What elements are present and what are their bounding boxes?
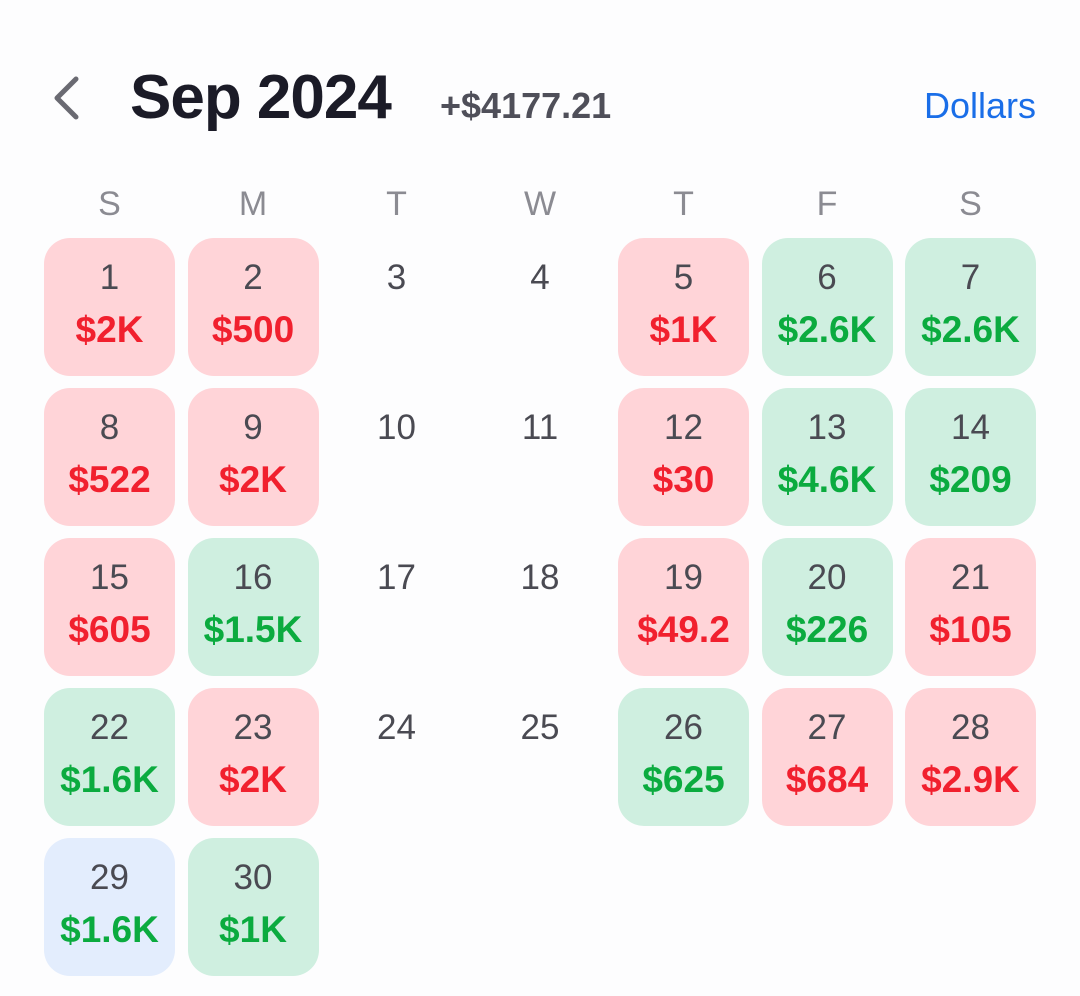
day-pnl-amount: $105 <box>929 609 1012 650</box>
day-cell[interactable]: 26 $625 <box>618 688 749 826</box>
day-cell[interactable]: 5 $1K <box>618 238 749 376</box>
day-pnl-amount: $226 <box>785 609 869 650</box>
day-pnl-amount: $1.6K <box>60 759 159 800</box>
weekday-label: S <box>98 185 121 223</box>
day-cell[interactable]: 14 $209 <box>905 388 1036 526</box>
month-total: +$4177.21 <box>440 85 612 126</box>
day-cell[interactable]: 23 $2K <box>187 688 319 826</box>
day-cell[interactable]: 12 $30 <box>618 388 749 526</box>
day-number: 23 <box>233 708 273 747</box>
day-cell[interactable]: 4 <box>475 238 606 376</box>
weekday-label: F <box>816 185 838 223</box>
day-cell[interactable]: 16 $1.5K <box>187 538 319 676</box>
day-cell[interactable]: 28 $2.9K <box>905 688 1036 826</box>
day-number: 6 <box>817 258 837 297</box>
day-number: 12 <box>664 408 703 447</box>
day-number: 16 <box>233 558 273 597</box>
month-title: Sep 2024 <box>130 63 392 132</box>
day-cell[interactable]: 30 $1K <box>187 838 319 976</box>
day-cell[interactable]: 10 <box>331 388 462 526</box>
day-pnl-amount: $49.2 <box>637 609 730 650</box>
day-cell[interactable]: 2 $500 <box>187 238 319 376</box>
day-cell[interactable]: 25 <box>475 688 606 826</box>
weekday-header-row: S M T W T F S <box>44 180 1036 228</box>
day-pnl-amount: $625 <box>642 759 725 800</box>
day-cell[interactable]: 7 $2.6K <box>905 238 1036 376</box>
day-pnl-amount: $2.6K <box>777 309 877 350</box>
weekday-label: T <box>673 185 694 223</box>
day-pnl-amount: $2K <box>219 459 287 500</box>
day-number: 2 <box>243 258 263 297</box>
day-pnl-amount: $684 <box>785 759 869 800</box>
day-cell[interactable]: 13 $4.6K <box>761 388 893 526</box>
day-number: 21 <box>951 558 990 597</box>
day-pnl-amount: $2.9K <box>921 759 1020 800</box>
day-number: 4 <box>530 258 550 297</box>
day-number: 18 <box>520 558 560 597</box>
day-number: 5 <box>673 258 694 297</box>
day-number: 26 <box>664 708 703 747</box>
day-pnl-amount: $522 <box>68 459 151 500</box>
weekday-label: T <box>386 185 407 223</box>
day-cell[interactable]: 17 <box>331 538 462 676</box>
weekday-label: M <box>238 185 268 223</box>
day-cell[interactable]: 27 $684 <box>761 688 893 826</box>
day-pnl-amount: $4.6K <box>777 459 877 500</box>
day-cell[interactable]: 19 $49.2 <box>618 538 749 676</box>
day-cell[interactable]: 9 $2K <box>187 388 319 526</box>
day-number: 29 <box>90 858 129 897</box>
day-number: 20 <box>807 558 847 597</box>
calendar-header: Sep 2024 +$4177.21 Dollars <box>0 0 1080 170</box>
day-cell[interactable]: 6 $2.6K <box>761 238 893 376</box>
day-number: 1 <box>99 258 120 297</box>
day-pnl-amount: $1K <box>219 909 287 950</box>
day-number: 25 <box>520 708 560 747</box>
day-cell[interactable]: 1 $2K <box>44 238 175 376</box>
chevron-left-icon <box>51 75 81 126</box>
day-cell[interactable]: 11 <box>475 388 606 526</box>
back-button[interactable] <box>44 72 88 128</box>
day-cell[interactable]: 29 $1.6K <box>44 838 175 976</box>
day-pnl-amount: $209 <box>929 459 1012 500</box>
day-number: 24 <box>377 708 416 747</box>
day-cell[interactable]: 22 $1.6K <box>44 688 175 826</box>
day-pnl-amount: $1.5K <box>203 609 303 650</box>
day-number: 14 <box>951 408 990 447</box>
day-number: 27 <box>807 708 847 747</box>
day-number: 7 <box>960 258 981 297</box>
day-number: 30 <box>233 858 273 897</box>
day-cell[interactable]: 24 <box>331 688 462 826</box>
day-number: 22 <box>90 708 129 747</box>
day-number: 3 <box>386 258 407 297</box>
day-number: 11 <box>521 408 559 447</box>
day-pnl-amount: $1.6K <box>60 909 159 950</box>
unit-toggle-button[interactable]: Dollars <box>923 85 1036 126</box>
day-cell[interactable]: 3 <box>331 238 462 376</box>
day-pnl-amount: $500 <box>211 309 295 350</box>
day-cell[interactable]: 20 $226 <box>761 538 893 676</box>
day-number: 13 <box>807 408 847 447</box>
day-number: 9 <box>243 408 263 447</box>
day-number: 8 <box>99 408 120 447</box>
day-number: 17 <box>377 558 416 597</box>
weekday-label: W <box>523 185 557 223</box>
day-pnl-amount: $30 <box>652 459 715 500</box>
calendar-grid: 1 $2K 2 $500 3 4 5 $1K 6 $2.6K 7 $2.6K 8 $522 9 $2K 10 11… <box>44 238 1036 976</box>
day-cell[interactable]: 21 $105 <box>905 538 1036 676</box>
day-pnl-amount: $1K <box>649 309 718 350</box>
day-number: 10 <box>377 408 416 447</box>
day-pnl-amount: $2K <box>219 759 287 800</box>
day-cell[interactable]: 8 $522 <box>44 388 175 526</box>
weekday-label: S <box>959 185 982 223</box>
day-pnl-amount: $2K <box>75 309 144 350</box>
day-pnl-amount: $2.6K <box>921 309 1020 350</box>
day-cell[interactable]: 15 $605 <box>44 538 175 676</box>
day-number: 28 <box>951 708 990 747</box>
day-cell[interactable]: 18 <box>475 538 606 676</box>
day-pnl-amount: $605 <box>68 609 151 650</box>
day-number: 19 <box>664 558 703 597</box>
day-number: 15 <box>90 558 129 597</box>
